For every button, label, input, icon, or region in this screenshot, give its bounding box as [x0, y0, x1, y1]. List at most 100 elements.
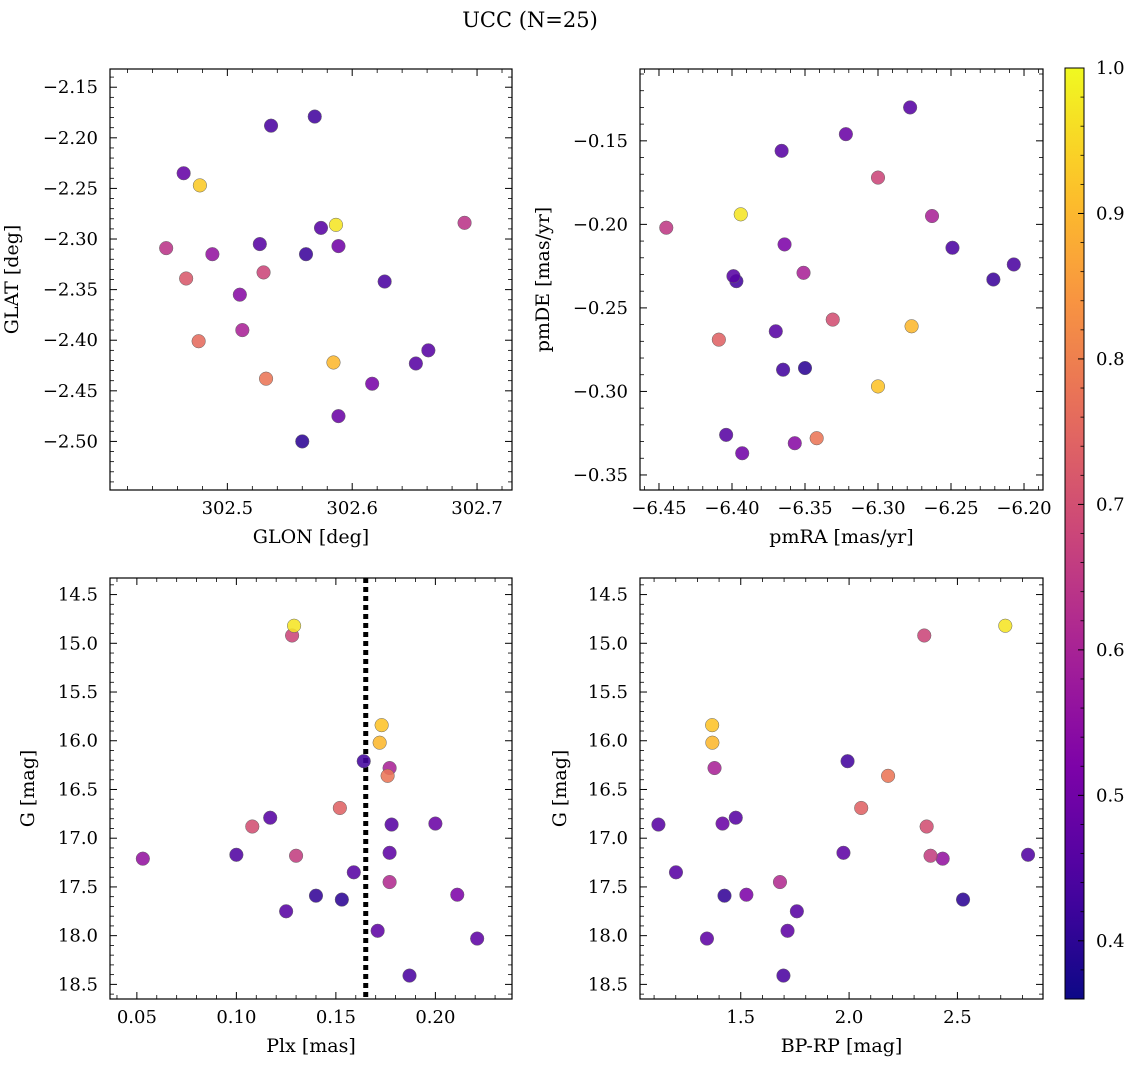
y-tick-label: 16.0 — [588, 731, 628, 752]
y-tick-label: 18.0 — [588, 926, 628, 947]
scatter-point — [289, 848, 304, 863]
scatter-point — [854, 800, 869, 816]
colorbar-tick-label: 1.0 — [1096, 58, 1125, 79]
scatter-point — [470, 931, 485, 946]
y-tick-label: 14.5 — [58, 585, 98, 606]
y-tick-label: −0.25 — [573, 298, 628, 319]
scatter-point — [328, 217, 344, 232]
scatter-point — [232, 287, 247, 302]
x-tick-label: 302.6 — [326, 498, 378, 519]
scatter-point — [881, 768, 896, 783]
scatter-point — [870, 170, 886, 185]
y-tick-label: −2.15 — [43, 77, 98, 98]
x-axis-label: BP-RP [mag] — [781, 1035, 903, 1057]
colorbar-tick-label: 0.8 — [1096, 349, 1125, 370]
scatter-point — [711, 332, 726, 347]
scatter-point — [374, 718, 389, 733]
y-tick-label: 17.0 — [58, 828, 98, 849]
scatter-point — [135, 851, 150, 866]
scatter-point — [659, 220, 674, 235]
scatter-point — [192, 178, 207, 193]
scatter-point — [998, 618, 1013, 633]
scatter-point — [313, 220, 329, 235]
scatter-point — [739, 887, 754, 902]
scatter-point — [252, 237, 267, 252]
x-tick-label: 0.10 — [216, 1007, 256, 1028]
x-tick-label: 2.0 — [835, 1007, 864, 1028]
scatter-point — [699, 931, 715, 946]
scatter-point — [809, 431, 824, 446]
y-tick-label: −2.45 — [43, 381, 98, 402]
scatter-point — [384, 817, 399, 832]
panel-glon-glat: 302.5 302.6 302.7 −2.50 −2.45 −2.40 −2.35 −2.30… — [1, 68, 513, 548]
scatter-point — [159, 241, 174, 256]
scatter-point — [945, 240, 960, 255]
scatter-point — [777, 237, 792, 252]
scatter-point — [707, 760, 722, 776]
scatter-point — [917, 628, 932, 643]
scatter-point — [668, 865, 684, 880]
scatter-point — [382, 875, 397, 890]
scatter-point — [428, 816, 443, 831]
scatter-point — [780, 923, 795, 938]
scatter-point — [924, 208, 940, 224]
scatter-point — [450, 887, 465, 902]
scatter-point — [715, 816, 730, 831]
scatter-point — [789, 904, 804, 919]
y-axis-label: pmDE [mas/yr] — [532, 207, 554, 352]
scatter-point — [956, 892, 971, 907]
panel-bprp-g: 1.5 2.0 2.5 14.5 15.0 15.5 16.0 16.5 17.0 17.5 18.… — [549, 577, 1044, 1057]
scatter-point — [457, 215, 472, 230]
x-tick-label: −6.40 — [704, 498, 759, 519]
y-tick-label: 17.5 — [58, 877, 98, 898]
y-axis-label: G [mag] — [549, 750, 571, 828]
y-tick-label: 16.5 — [588, 779, 628, 800]
y-tick-label: −2.30 — [43, 229, 98, 250]
scatter-point — [331, 409, 346, 424]
colorbar-tick-label: 0.5 — [1096, 785, 1125, 806]
y-tick-label: −2.40 — [43, 330, 98, 351]
scatter-point — [787, 436, 802, 451]
scatter-point — [774, 143, 789, 158]
x-tick-label: 1.5 — [726, 1007, 755, 1028]
y-tick-label: −0.30 — [573, 381, 628, 402]
y-tick-label: −0.15 — [573, 131, 628, 152]
scatter-point — [377, 274, 392, 289]
scatter-point — [191, 334, 206, 349]
y-axis-label: G [mag] — [17, 750, 39, 828]
scatter-point — [935, 851, 950, 866]
scatter-point — [986, 272, 1001, 287]
y-tick-label: 17.0 — [588, 828, 628, 849]
scatter-point — [776, 362, 791, 377]
x-tick-label: 0.15 — [316, 1007, 356, 1028]
scatter-point — [838, 127, 853, 142]
scatter-point — [797, 360, 813, 376]
scatter-point — [825, 312, 840, 327]
x-tick-label: −6.35 — [777, 498, 832, 519]
y-axis-label: GLAT [deg] — [1, 225, 23, 335]
scatter-point — [256, 265, 271, 280]
y-tick-label: 16.0 — [58, 731, 98, 752]
x-axis-label: Plx [mas] — [266, 1035, 356, 1057]
y-tick-label: 17.5 — [588, 877, 628, 898]
scatter-point — [408, 356, 423, 371]
y-tick-label: 15.0 — [588, 633, 628, 654]
scatter-point — [365, 376, 380, 391]
scatter-point — [346, 865, 361, 880]
y-tick-label: 18.5 — [58, 974, 98, 995]
x-axis-label: pmRA [mas/yr] — [769, 526, 913, 548]
x-tick-label: −6.20 — [996, 498, 1051, 519]
colorbar: 0.4 0.5 0.6 0.7 0.8 0.9 1.0 — [1064, 58, 1125, 1000]
scatter-point — [1006, 257, 1021, 272]
y-tick-label: 16.5 — [58, 779, 98, 800]
scatter-point — [1021, 847, 1036, 862]
scatter-point — [382, 845, 397, 860]
y-tick-label: −2.25 — [43, 178, 98, 199]
x-tick-label: −6.25 — [923, 498, 978, 519]
x-tick-label: 0.20 — [415, 1007, 455, 1028]
scatter-point — [768, 324, 783, 339]
scatter-point — [402, 968, 417, 983]
scatter-point — [870, 379, 886, 394]
x-tick-label: 2.5 — [943, 1007, 972, 1028]
